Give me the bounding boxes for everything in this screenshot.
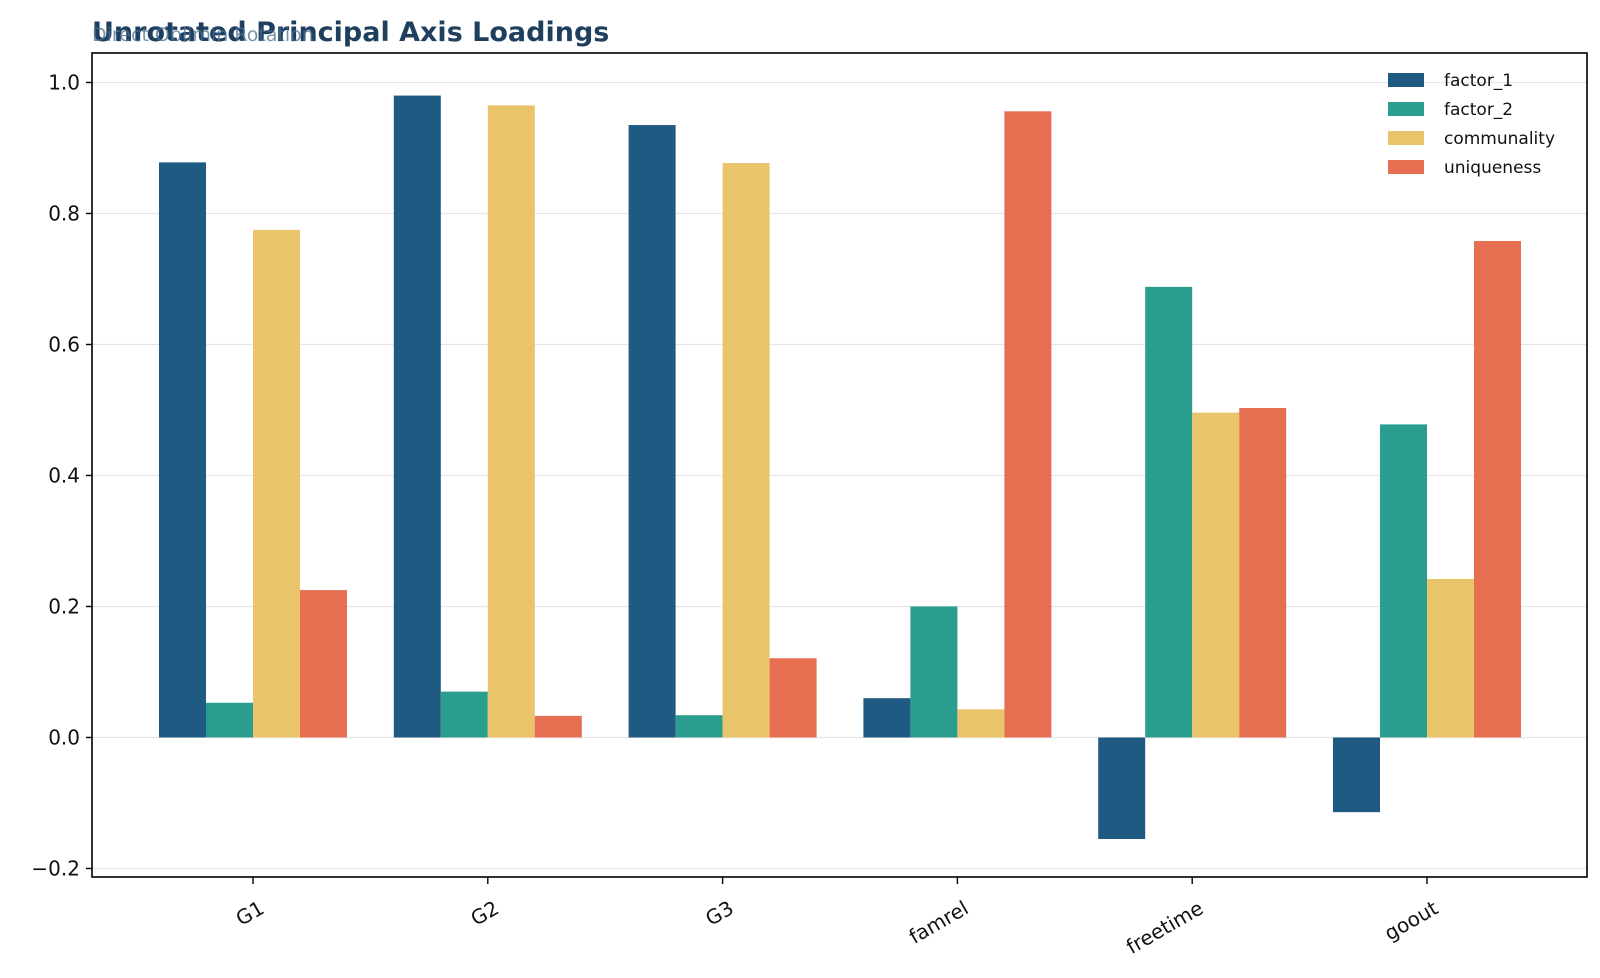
bar-factor_1-freetime xyxy=(1098,737,1146,840)
legend-swatch-factor_2 xyxy=(1388,102,1424,116)
y-tick-label: 0.6 xyxy=(48,332,80,356)
y-tick-label: 0.2 xyxy=(48,594,80,618)
y-tick-label: 0.4 xyxy=(48,463,80,487)
plot-frame xyxy=(91,52,1588,878)
bar-communality-G2 xyxy=(487,105,535,738)
bar-uniqueness-famrel xyxy=(1004,111,1052,738)
legend-label-uniqueness: uniqueness xyxy=(1444,158,1541,178)
legend: factor_1 factor_2 communality uniqueness xyxy=(1388,71,1555,178)
x-tick-label: G3 xyxy=(701,896,737,931)
bar-uniqueness-G3 xyxy=(769,658,817,738)
y-tick-label: −0.2 xyxy=(31,856,80,880)
x-tick-label: famrel xyxy=(905,896,973,949)
x-axis: G1 G2 G3 famrel freetime goout xyxy=(232,877,1442,959)
bar-factor_2-famrel xyxy=(910,606,958,738)
bars xyxy=(159,95,1521,840)
x-tick-label: G1 xyxy=(232,896,268,931)
y-tick-label: 0.0 xyxy=(48,725,80,749)
bar-uniqueness-goout xyxy=(1474,240,1521,738)
y-tick-label: 1.0 xyxy=(48,70,80,94)
x-tick-label: G2 xyxy=(466,896,502,931)
bar-communality-famrel xyxy=(957,709,1005,738)
bar-factor_1-G1 xyxy=(159,162,206,738)
legend-label-communality: communality xyxy=(1444,129,1555,149)
legend-swatch-communality xyxy=(1388,131,1424,145)
legend-swatch-factor_1 xyxy=(1388,73,1424,87)
bar-factor_1-G3 xyxy=(628,125,676,738)
bar-communality-goout xyxy=(1427,578,1474,738)
legend-swatch-uniqueness xyxy=(1388,160,1424,174)
bar-factor_1-famrel xyxy=(863,698,911,738)
legend-label-factor_2: factor_2 xyxy=(1444,100,1513,120)
x-tick-label: freetime xyxy=(1122,896,1207,959)
x-tick-label: goout xyxy=(1380,896,1442,946)
bar-factor_2-G3 xyxy=(675,715,723,738)
chart-title: Unrotated Principal Axis Loadings xyxy=(92,17,609,48)
bar-uniqueness-G1 xyxy=(300,590,347,738)
y-tick-label: 0.8 xyxy=(48,201,80,225)
bar-factor_2-G2 xyxy=(440,691,488,738)
bar-factor_2-G1 xyxy=(206,702,253,738)
bar-factor_1-goout xyxy=(1333,737,1380,813)
y-axis: −0.2 0.0 0.2 0.4 0.6 0.8 1.0 xyxy=(31,70,92,880)
bar-factor_2-freetime xyxy=(1145,286,1193,738)
bar-uniqueness-G2 xyxy=(534,715,582,738)
bar-uniqueness-freetime xyxy=(1239,408,1287,738)
bar-factor_2-goout xyxy=(1380,424,1427,738)
bar-communality-G1 xyxy=(253,229,300,738)
bar-communality-freetime xyxy=(1192,412,1240,738)
legend-label-factor_1: factor_1 xyxy=(1444,71,1513,91)
chart-subtitle: Direct Oblimin Rotation xyxy=(92,24,314,46)
bar-communality-G3 xyxy=(722,163,770,738)
bar-factor_1-G2 xyxy=(393,95,441,738)
